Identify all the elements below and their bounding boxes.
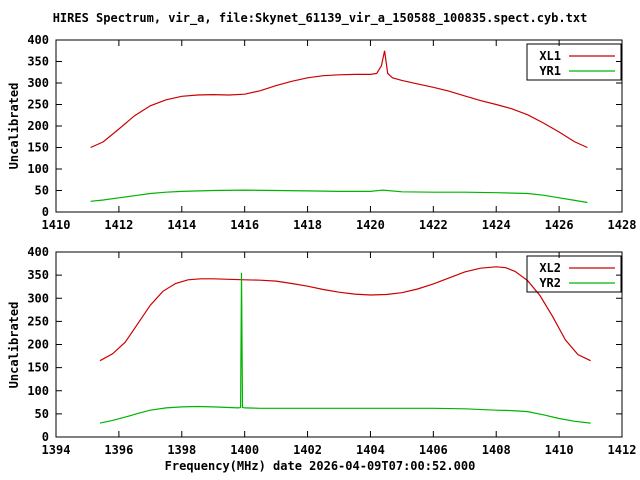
svg-text:350: 350 bbox=[27, 268, 49, 282]
svg-text:1410: 1410 bbox=[545, 443, 574, 457]
svg-text:150: 150 bbox=[27, 141, 49, 155]
svg-text:400: 400 bbox=[27, 245, 49, 259]
svg-text:1414: 1414 bbox=[167, 218, 196, 232]
svg-text:250: 250 bbox=[27, 314, 49, 328]
svg-text:1416: 1416 bbox=[230, 218, 259, 232]
svg-text:1412: 1412 bbox=[104, 218, 133, 232]
svg-text:200: 200 bbox=[27, 338, 49, 352]
svg-text:1406: 1406 bbox=[419, 443, 448, 457]
svg-text:250: 250 bbox=[27, 98, 49, 112]
svg-text:350: 350 bbox=[27, 55, 49, 69]
svg-text:1412: 1412 bbox=[608, 443, 637, 457]
x-axis-label: Frequency(MHz) date 2026-04-09T07:00:52.… bbox=[164, 459, 476, 473]
svg-text:1422: 1422 bbox=[419, 218, 448, 232]
svg-text:300: 300 bbox=[27, 291, 49, 305]
svg-text:50: 50 bbox=[35, 184, 49, 198]
svg-text:XL1: XL1 bbox=[539, 49, 561, 63]
svg-text:1402: 1402 bbox=[293, 443, 322, 457]
svg-text:200: 200 bbox=[27, 119, 49, 133]
svg-text:1426: 1426 bbox=[545, 218, 574, 232]
y-axis-label-bottom: Uncalibrated bbox=[7, 301, 21, 389]
y-axis-label-top: Uncalibrated bbox=[7, 82, 21, 170]
svg-text:1396: 1396 bbox=[104, 443, 133, 457]
svg-text:YR2: YR2 bbox=[539, 276, 561, 290]
svg-text:0: 0 bbox=[42, 430, 49, 444]
svg-text:1410: 1410 bbox=[42, 218, 71, 232]
svg-text:XL2: XL2 bbox=[539, 261, 561, 275]
svg-text:1398: 1398 bbox=[167, 443, 196, 457]
svg-text:300: 300 bbox=[27, 76, 49, 90]
svg-text:150: 150 bbox=[27, 361, 49, 375]
svg-text:1420: 1420 bbox=[356, 218, 385, 232]
svg-text:1408: 1408 bbox=[482, 443, 511, 457]
svg-text:YR1: YR1 bbox=[539, 64, 561, 78]
svg-text:1428: 1428 bbox=[608, 218, 637, 232]
svg-text:400: 400 bbox=[27, 33, 49, 47]
svg-text:1400: 1400 bbox=[230, 443, 259, 457]
svg-text:1394: 1394 bbox=[42, 443, 71, 457]
svg-text:1418: 1418 bbox=[293, 218, 322, 232]
svg-text:0: 0 bbox=[42, 205, 49, 219]
svg-text:1404: 1404 bbox=[356, 443, 385, 457]
svg-text:1424: 1424 bbox=[482, 218, 511, 232]
svg-text:100: 100 bbox=[27, 162, 49, 176]
svg-text:50: 50 bbox=[35, 407, 49, 421]
chart-title: HIRES Spectrum, vir_a, file:Skynet_61139… bbox=[52, 11, 588, 25]
svg-text:100: 100 bbox=[27, 384, 49, 398]
